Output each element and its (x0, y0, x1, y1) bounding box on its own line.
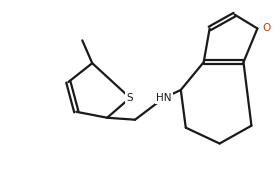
Text: S: S (127, 93, 133, 103)
Text: HN: HN (156, 93, 172, 103)
Text: O: O (262, 23, 271, 34)
